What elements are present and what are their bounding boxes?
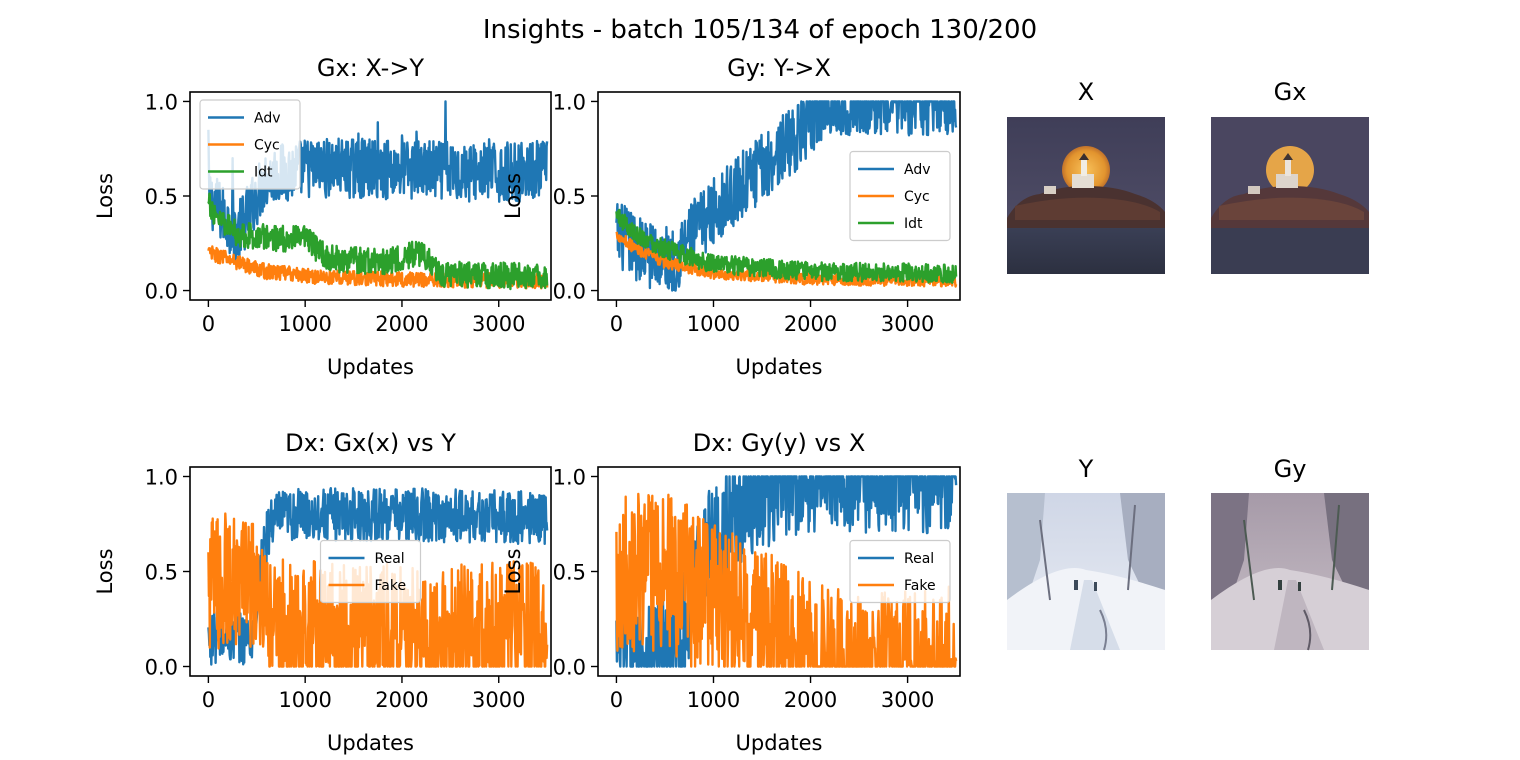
y-axis-label-dx-y: Loss (93, 548, 117, 594)
x-tick-label: 2000 (375, 688, 428, 712)
y-tick-label: 1.0 (145, 90, 178, 114)
x-tick-label: 2000 (784, 688, 837, 712)
legend-label-adv: Adv (904, 162, 931, 178)
y-axis-label-gy: Loss (501, 173, 525, 219)
y-axis-label-dx-x: Loss (501, 548, 525, 594)
figure-suptitle: Insights - batch 105/134 of epoch 130/20… (483, 15, 1037, 45)
y-tick-label: 0.5 (553, 561, 586, 585)
x-tick-label: 3000 (472, 688, 525, 712)
legend-dx-x: Real Fake (849, 539, 951, 604)
series-line-fake (615, 492, 958, 668)
legend-label-idt: Idt (904, 216, 923, 232)
y-tick-label: 0.5 (145, 561, 178, 585)
subplot-title-dx-x: Dx: Gy(y) vs X (693, 429, 866, 457)
x-tick-label: 2000 (784, 312, 837, 336)
x-tick-label: 1000 (687, 688, 740, 712)
subplot-title-gx: Gx: X->Y (317, 54, 425, 82)
series-line-real (207, 487, 549, 666)
y-tick-label: 1.0 (553, 466, 586, 490)
x-axis-label-dx-y: Updates (327, 731, 414, 755)
image-panel-x: X (1007, 78, 1165, 274)
legend-frame (849, 539, 951, 604)
series-line-idt (207, 192, 549, 291)
subplot-dx-x: Dx: Gy(y) vs X 0 1000 2000 3000 0.0 0.5 1.0 Upda… (501, 429, 961, 755)
legend-label-cyc: Cyc (904, 189, 930, 205)
image-panel-gy: Gy (1211, 455, 1369, 651)
image-title-x: X (1078, 78, 1094, 106)
y-tick-label: 0.0 (553, 280, 586, 304)
subplot-dx-y: Dx: Gx(x) vs Y 0 1000 2000 3000 0.0 0.5 1.0 Upda… (93, 429, 552, 755)
series-line-fake (207, 512, 549, 668)
x-tick-label: 1000 (687, 312, 740, 336)
y-tick-label: 0.5 (145, 185, 178, 209)
legend-dx-y: Real Fake (319, 539, 422, 604)
y-tick-label: 0.0 (145, 656, 178, 680)
legend-gx: Adv Cyc Idt (199, 99, 301, 190)
image-x-lighthouse (1007, 117, 1165, 274)
y-tick-label: 0.5 (553, 185, 586, 209)
x-axis-label-gx: Updates (327, 355, 414, 379)
series-lines-gy (615, 100, 958, 292)
series-lines-dx-y (207, 487, 549, 668)
series-lines-dx-x (615, 475, 958, 668)
image-title-gy: Gy (1274, 455, 1307, 483)
legend-label-cyc: Cyc (254, 138, 280, 154)
image-panel-gx: Gx (1211, 78, 1369, 274)
y-tick-label: 0.0 (553, 656, 586, 680)
x-tick-label: 2000 (375, 312, 428, 336)
legend-label-fake: Fake (904, 578, 936, 594)
legend-gy: Adv Cyc Idt (849, 150, 951, 242)
series-line-real (615, 475, 958, 668)
x-tick-label: 0 (202, 312, 215, 336)
y-tick-label: 1.0 (553, 90, 586, 114)
x-tick-label: 0 (202, 688, 215, 712)
x-tick-label: 3000 (881, 688, 934, 712)
legend-label-adv: Adv (254, 111, 281, 127)
x-tick-label: 3000 (881, 312, 934, 336)
x-tick-label: 0 (610, 312, 623, 336)
x-tick-label: 3000 (472, 312, 525, 336)
legend-label-real: Real (375, 551, 405, 567)
subplot-title-dx-y: Dx: Gx(x) vs Y (285, 429, 456, 457)
series-line-idt (615, 208, 958, 284)
y-axis-label-gx: Loss (93, 173, 117, 219)
legend-label-fake: Fake (375, 578, 407, 594)
x-axis-label-dx-x: Updates (736, 731, 823, 755)
legend-label-idt: Idt (254, 165, 273, 181)
image-gx-lighthouse (1211, 117, 1369, 274)
image-gy-snow-painting (1211, 493, 1369, 651)
x-axis-label-gy: Updates (736, 355, 823, 379)
image-title-gx: Gx (1274, 78, 1307, 106)
image-panel-y: Y (1007, 455, 1165, 651)
subplot-gx: Gx: X->Y 0 1000 2000 3000 0.0 0.5 1.0 Updates Los… (93, 54, 552, 379)
x-tick-label: 0 (610, 688, 623, 712)
subplot-title-gy: Gy: Y->X (727, 54, 831, 82)
y-tick-label: 1.0 (145, 466, 178, 490)
x-tick-label: 1000 (278, 312, 331, 336)
legend-frame (199, 99, 301, 190)
legend-label-real: Real (904, 551, 934, 567)
legend-frame (319, 539, 422, 604)
series-line-adv (615, 100, 958, 292)
image-y-snow-painting (1007, 493, 1165, 651)
legend-frame (849, 150, 951, 242)
x-tick-label: 1000 (278, 688, 331, 712)
subplot-gy: Gy: Y->X 0 1000 2000 3000 0.0 0.5 1.0 Updates Los… (501, 54, 961, 379)
image-title-y: Y (1078, 455, 1094, 483)
y-tick-label: 0.0 (145, 280, 178, 304)
